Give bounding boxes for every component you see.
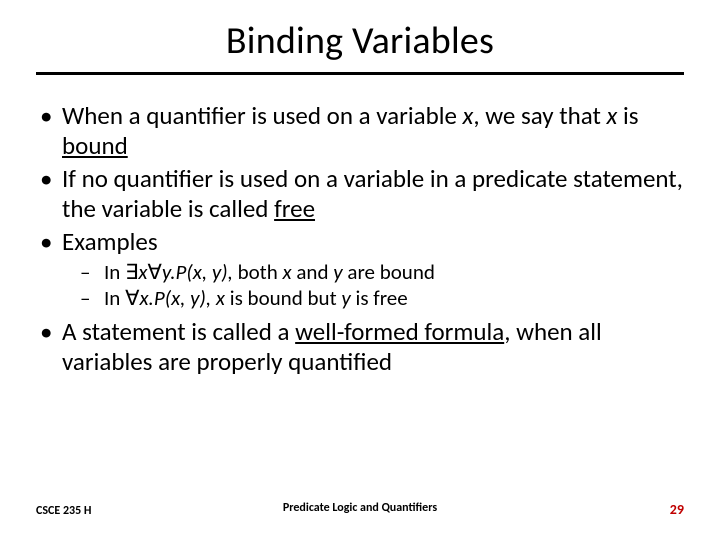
text: is free bbox=[351, 285, 408, 311]
bullet-2: If no quantifier is used on a variable i… bbox=[36, 164, 684, 223]
forall-symbol: ∀ bbox=[125, 285, 139, 311]
term-free: free bbox=[274, 193, 315, 224]
term-bound: bound bbox=[62, 130, 128, 161]
title-rule bbox=[36, 72, 684, 75]
text: and bbox=[292, 259, 334, 285]
slide: Binding Variables When a quantifier is u… bbox=[0, 0, 720, 540]
text: Examples bbox=[62, 226, 158, 257]
expr: y.P bbox=[162, 259, 187, 285]
text: are bound bbox=[343, 259, 435, 285]
args: (x, y), bbox=[186, 259, 237, 285]
bullet-1: When a quantifier is used on a variable … bbox=[36, 101, 684, 160]
text: In bbox=[104, 259, 125, 285]
footer: CSCE 235 H Predicate Logic and Quantifie… bbox=[36, 501, 684, 518]
text: In bbox=[104, 285, 125, 311]
text: both bbox=[238, 259, 283, 285]
text: If no quantifier is used on a variable i… bbox=[62, 163, 683, 224]
footer-left: CSCE 235 H bbox=[36, 504, 91, 518]
forall-symbol: ∀ bbox=[147, 259, 161, 285]
var-x: x bbox=[463, 100, 474, 131]
term-wff: well-formed formula bbox=[295, 316, 504, 347]
text: , we say that bbox=[473, 100, 606, 131]
expr: x.P bbox=[139, 285, 164, 311]
var: x bbox=[283, 259, 292, 285]
args: (x, y), bbox=[165, 285, 216, 311]
exists-symbol: ∃ bbox=[125, 259, 138, 285]
var: x bbox=[216, 285, 225, 311]
bullet-3: Examples In ∃x∀y.P(x, y), both x and y a… bbox=[36, 227, 684, 311]
sub-1: In ∃x∀y.P(x, y), both x and y are bound bbox=[62, 259, 684, 285]
text: A statement is called a bbox=[62, 316, 295, 347]
sub-2: In ∀x.P(x, y), x is bound but y is free bbox=[62, 285, 684, 311]
var-x: x bbox=[607, 100, 618, 131]
var: y bbox=[341, 285, 350, 311]
bullet-list: When a quantifier is used on a variable … bbox=[36, 101, 684, 376]
text: is bbox=[617, 100, 638, 131]
slide-title: Binding Variables bbox=[36, 18, 684, 70]
page-number: 29 bbox=[670, 501, 684, 518]
text: is bound but bbox=[225, 285, 341, 311]
var: y bbox=[333, 259, 342, 285]
bullet-4: A statement is called a well-formed form… bbox=[36, 317, 684, 376]
footer-center: Predicate Logic and Quantifiers bbox=[36, 501, 684, 515]
sub-list: In ∃x∀y.P(x, y), both x and y are bound … bbox=[62, 259, 684, 312]
text: When a quantifier is used on a variable bbox=[62, 100, 463, 131]
